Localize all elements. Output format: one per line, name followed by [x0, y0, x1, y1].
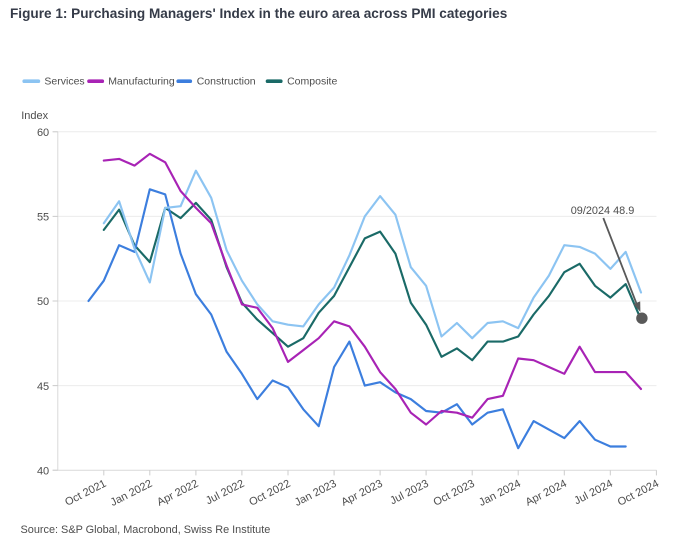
svg-text:50: 50 — [37, 296, 49, 308]
svg-text:Source: S&P Global, Macrobond,: Source: S&P Global, Macrobond, Swiss Re … — [21, 524, 271, 536]
svg-text:40: 40 — [37, 465, 49, 477]
svg-text:Composite: Composite — [287, 76, 337, 88]
svg-text:Manufacturing: Manufacturing — [108, 76, 175, 88]
svg-text:Construction: Construction — [197, 76, 256, 88]
svg-text:Index: Index — [21, 110, 48, 122]
svg-text:Figure 1: Purchasing Managers': Figure 1: Purchasing Managers' Index in … — [10, 6, 507, 21]
svg-text:09/2024 48.9: 09/2024 48.9 — [571, 205, 635, 217]
svg-text:60: 60 — [37, 127, 49, 139]
svg-text:45: 45 — [37, 381, 49, 393]
svg-text:55: 55 — [37, 212, 49, 224]
svg-text:Services: Services — [44, 76, 84, 88]
